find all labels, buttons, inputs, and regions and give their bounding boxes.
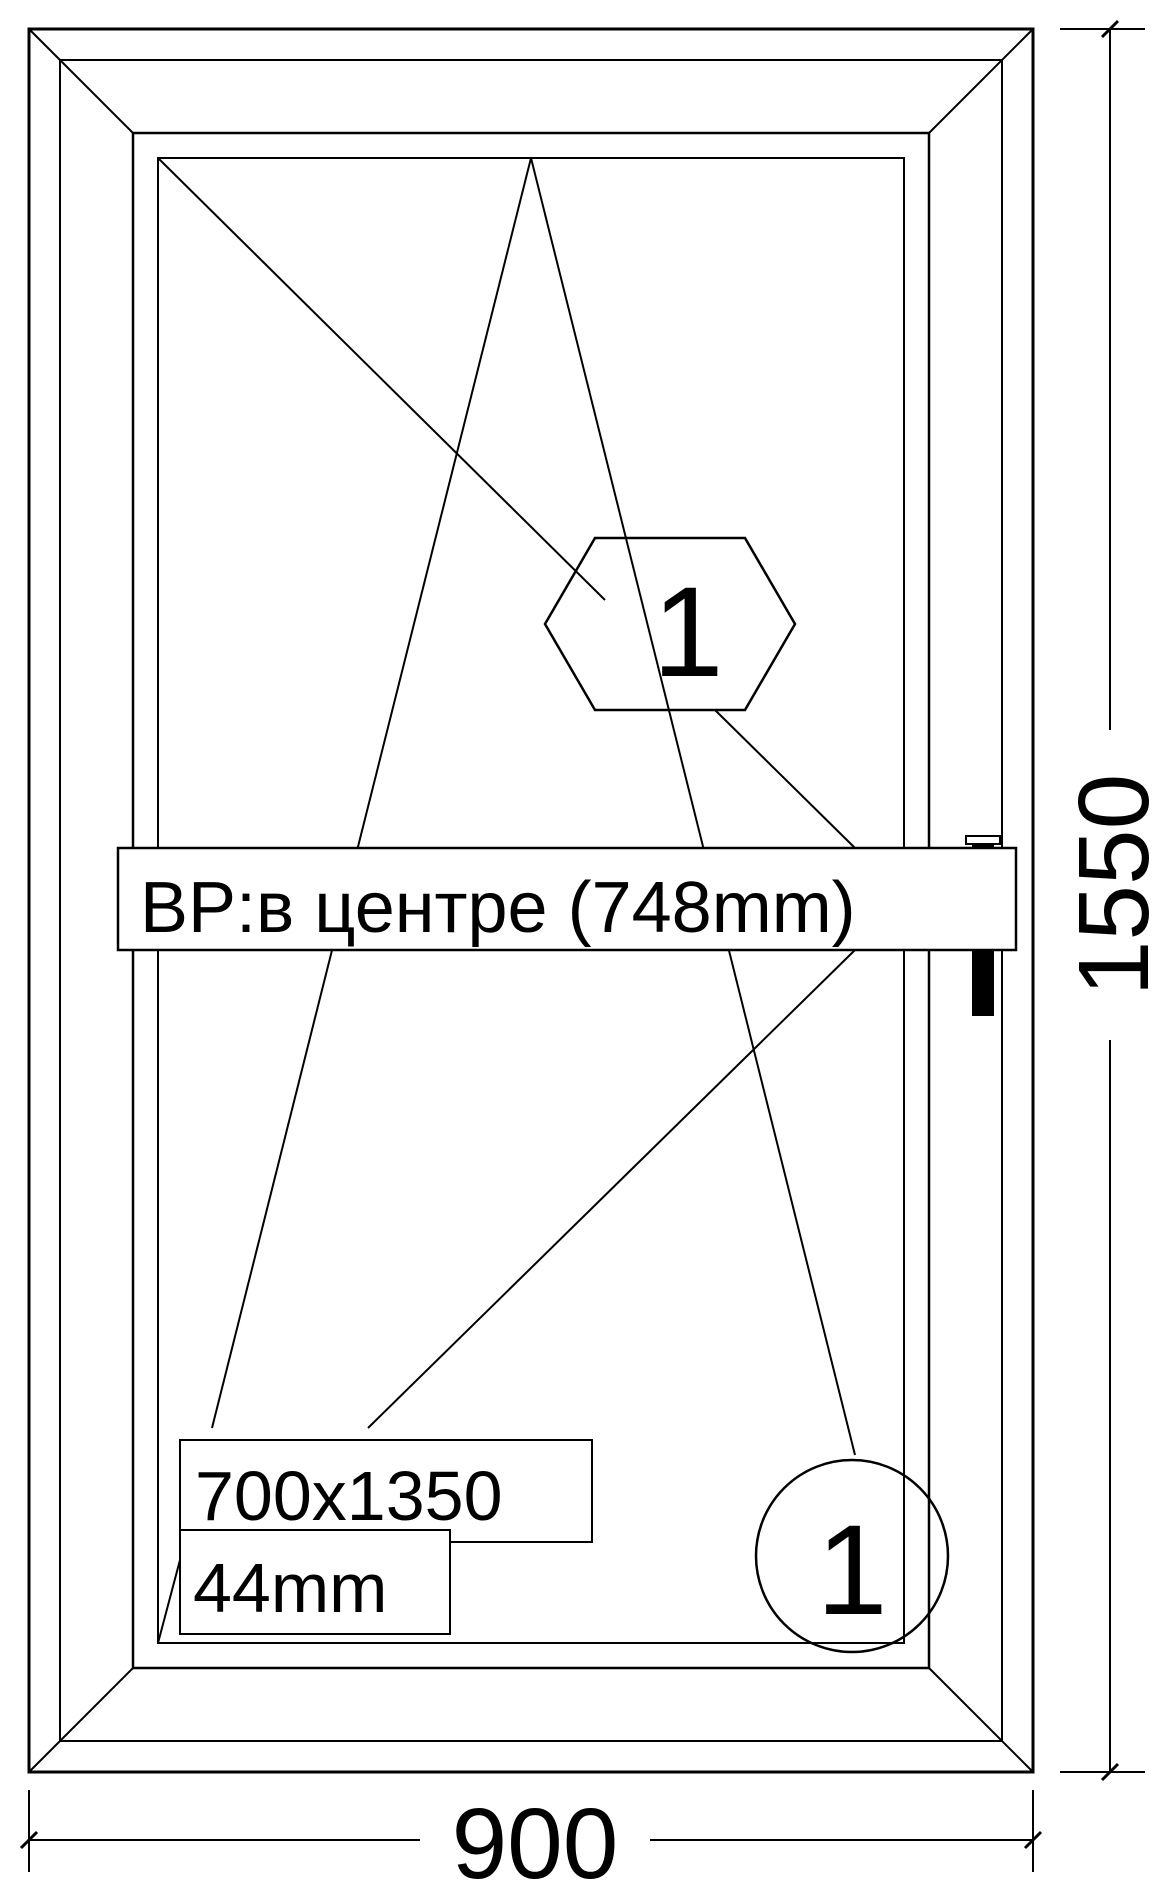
glass-number-circle: 1 — [754, 1458, 950, 1654]
width-tick-right — [1023, 1830, 1043, 1850]
width-dimension: 900 — [19, 1788, 1043, 1890]
opening-height-box — [116, 846, 1018, 952]
opening-height-label: BP:в центре (748mm) — [116, 846, 1018, 952]
sash-number-text: 1 — [652, 561, 723, 704]
glass-number-text: 1 — [816, 1499, 887, 1642]
turn-line-upper — [157, 157, 606, 601]
glass-thickness-text: 44mm — [193, 1549, 387, 1627]
sash-size-text: 700x1350 — [195, 1457, 503, 1535]
glass-leader-line — [157, 1559, 181, 1644]
handle-base — [965, 835, 1001, 845]
height-tick-top — [1100, 19, 1120, 39]
height-tick-bottom — [1100, 1762, 1120, 1782]
height-dimension-text: 1550 — [1058, 774, 1168, 996]
height-dimension: 1550 — [1058, 19, 1168, 1782]
opening-height-text: BP:в центре (748mm) — [140, 868, 856, 948]
frame-miter-top-left — [28, 28, 134, 134]
frame-outer-edge — [27, 27, 1035, 1774]
tilt-line-right — [530, 157, 856, 1456]
width-dimension-text: 900 — [452, 1788, 619, 1890]
opening-indicator-lines — [157, 157, 856, 1644]
turn-line-lower — [367, 949, 856, 1429]
tilt-line-left — [211, 157, 532, 1429]
frame-miter-top-right — [928, 28, 1034, 134]
sash-size-label: 700x1350 — [179, 1439, 593, 1543]
glass-thickness-label: 44mm — [179, 1529, 451, 1635]
sash-number-hexagon: 1 — [543, 536, 797, 712]
width-tick-left — [19, 1830, 39, 1850]
circle-shape — [754, 1458, 950, 1654]
hexagon-shape — [543, 536, 797, 712]
turn-line-upper-right — [714, 709, 856, 849]
sash-size-box — [179, 1439, 593, 1543]
frame-miter-bottom-left — [28, 1667, 134, 1773]
glass-thickness-box — [179, 1529, 451, 1635]
frame-miter-bottom-right — [928, 1667, 1034, 1773]
